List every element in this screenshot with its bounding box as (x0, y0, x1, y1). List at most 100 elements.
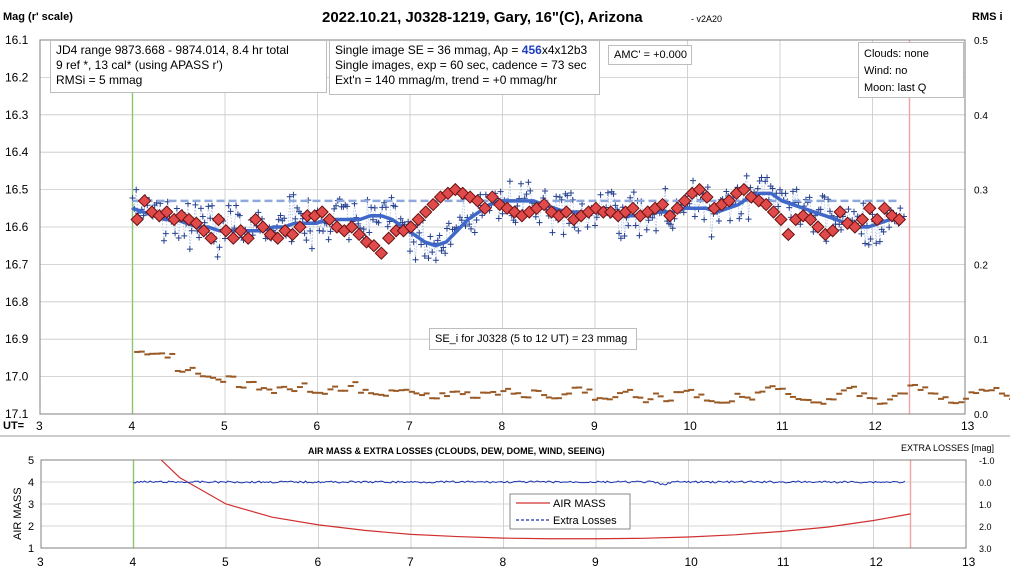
single-image-point (227, 208, 234, 215)
airmass-x-tick-label: 12 (870, 555, 884, 569)
airmass-y2-tick-label: 1.0 (979, 500, 992, 510)
single-image-point (495, 215, 502, 222)
single-image-point (192, 201, 199, 208)
single-image-point (181, 232, 188, 239)
single-image-point (471, 229, 478, 236)
airmass-y2-tick-label: 2.0 (979, 522, 992, 532)
se-i-text: SE_i for J0328 (5 to 12 UT) = 23 mmag (435, 333, 628, 345)
single-image-point (592, 222, 598, 229)
binned-point (241, 231, 255, 245)
airmass-y-tick-label: 3 (28, 499, 34, 511)
binned-point (826, 224, 840, 238)
binned-point (663, 209, 677, 223)
single-image-point (172, 230, 179, 237)
binned-point (256, 220, 270, 234)
binned-point (419, 205, 433, 219)
x-tick-label: 12 (869, 419, 883, 433)
binned-point (352, 227, 366, 242)
single-image-point (636, 232, 643, 239)
single-image-point (384, 223, 391, 230)
reference-stars-text: 9 ref *, 13 cal* (using APASS r') (56, 58, 223, 72)
x-axis-label: UT= (3, 420, 24, 432)
airmass-plot-series (133, 459, 911, 540)
single-image-point (826, 208, 833, 215)
single-image-point (821, 194, 828, 201)
binned-point (248, 212, 263, 227)
y-tick-label: 16.8 (5, 295, 29, 309)
wind-text: Wind: no (864, 65, 908, 77)
single-image-point (876, 238, 883, 245)
airmass-x-tick-label: 6 (315, 555, 322, 569)
single-image-point (597, 191, 604, 198)
binned-point (470, 194, 485, 208)
single-image-point (869, 211, 876, 218)
single-image-point (482, 191, 489, 198)
binned-point (692, 182, 707, 197)
binned-point (234, 224, 248, 238)
single-image-point (838, 226, 845, 233)
single-image-point (447, 241, 454, 248)
x-tick-label: 8 (499, 419, 506, 433)
single-image-point (775, 203, 782, 210)
single-image-point (360, 226, 367, 233)
binned-point (855, 212, 870, 227)
single-image-point (370, 216, 376, 223)
single-image-point (458, 217, 465, 224)
single-image-point (479, 212, 486, 219)
single-image-point (201, 219, 208, 226)
single-image-point (277, 212, 284, 219)
binned-point (315, 205, 329, 219)
single-image-point (209, 202, 216, 209)
binned-point (130, 212, 144, 227)
single-image-point (667, 221, 674, 228)
binned-point (189, 216, 204, 230)
single-image-point (325, 236, 332, 243)
binned-point (426, 197, 440, 212)
single-image-point (862, 240, 869, 247)
y2-tick-label: 0.0 (974, 410, 988, 421)
binned-point (478, 201, 492, 216)
airmass-x-tick-label: 5 (222, 555, 229, 569)
single-image-point (344, 203, 351, 210)
airmass-x-tick-label: 7 (407, 555, 414, 569)
y-tick-label: 16.5 (5, 183, 29, 197)
single-image-point (499, 210, 506, 217)
single-image-point (616, 230, 623, 237)
single-image-point (255, 209, 262, 216)
x-tick-label: 7 (406, 419, 413, 433)
single-image-point (736, 215, 743, 222)
single-image-point (188, 227, 195, 234)
y2-tick-label: 0.5 (974, 36, 988, 47)
single-image-point (162, 230, 169, 237)
single-image-point (416, 229, 423, 236)
single-image-point (421, 252, 428, 259)
single-image-point (207, 215, 214, 222)
single-image-point (873, 240, 880, 247)
single-image-point (797, 221, 804, 228)
single-image-point (427, 233, 434, 240)
single-image-point (584, 223, 591, 230)
x-tick-label: 3 (36, 419, 43, 433)
binned-point (700, 190, 714, 204)
single-image-point (825, 196, 832, 203)
single-image-point (691, 213, 698, 220)
binned-point (811, 220, 825, 234)
single-image-point (320, 228, 327, 235)
single-image-point (764, 174, 771, 181)
y-tick-label: 16.9 (5, 332, 29, 346)
airmass-y2-tick-label: 3.0 (979, 544, 992, 554)
single-image-point (743, 172, 750, 179)
single-image-point (738, 210, 745, 217)
single-image-point (438, 247, 445, 254)
single-image-point (412, 256, 419, 263)
single-image-point (497, 188, 504, 195)
single-image-point (418, 241, 425, 248)
single-image-point (560, 231, 567, 238)
binned-point (863, 201, 877, 216)
single-image-point (762, 178, 769, 185)
binned-point (626, 201, 640, 216)
x-tick-label: 6 (314, 419, 321, 433)
single-image-point (789, 188, 796, 195)
single-image-point (704, 184, 711, 191)
